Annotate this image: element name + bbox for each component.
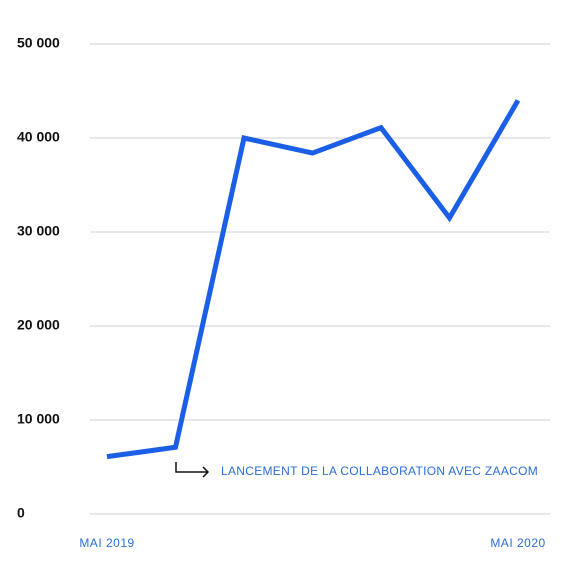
x-tick-label: MAI 2019 bbox=[79, 536, 134, 550]
y-tick-label: 0 bbox=[17, 505, 25, 521]
y-tick-label: 40 000 bbox=[17, 129, 60, 145]
y-tick-label: 20 000 bbox=[17, 317, 60, 333]
annotation-arrow bbox=[175, 462, 210, 478]
annotation: LANCEMENT DE LA COLLABORATION AVEC ZAACO… bbox=[221, 464, 538, 478]
y-tick-label: 10 000 bbox=[17, 411, 60, 427]
y-tick-label: 50 000 bbox=[17, 35, 60, 51]
data-line bbox=[106, 99, 521, 460]
y-tick-label: 30 000 bbox=[17, 223, 60, 239]
x-tick-label: MAI 2020 bbox=[490, 536, 545, 550]
